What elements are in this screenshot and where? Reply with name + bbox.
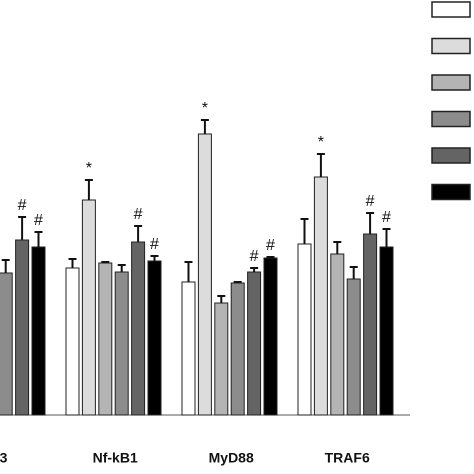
x-tick-label: MyD88 [209, 450, 254, 466]
significance-marker: * [318, 134, 324, 151]
significance-marker: * [86, 160, 92, 177]
significance-marker: # [150, 236, 159, 253]
x-tick-label: L3 [0, 450, 8, 466]
legend-swatch [431, 147, 471, 164]
x-tick-label: Nf-kB1 [93, 450, 138, 466]
bar [313, 176, 328, 416]
bar [346, 278, 361, 416]
significance-marker: # [366, 193, 375, 210]
significance-marker: # [18, 197, 27, 214]
bar [379, 246, 394, 416]
bar [147, 260, 162, 416]
bar [15, 239, 30, 416]
legend-swatch [431, 74, 471, 91]
bar [214, 302, 229, 416]
bar [98, 262, 113, 416]
significance-marker: # [266, 237, 275, 254]
bar [363, 233, 378, 416]
bar [247, 271, 262, 416]
legend-swatch [431, 37, 471, 55]
legend-swatch [431, 1, 471, 18]
bar [330, 253, 345, 416]
bar [0, 272, 13, 416]
significance-marker: # [250, 248, 259, 265]
bar [114, 271, 129, 416]
significance-marker: # [34, 212, 43, 229]
significance-marker: # [382, 209, 391, 226]
bar [181, 281, 196, 416]
significance-marker: # [134, 206, 143, 223]
x-tick-label: TRAF6 [325, 450, 370, 466]
bar [131, 241, 146, 416]
legend-swatch [431, 183, 471, 201]
legend-swatch [431, 110, 471, 128]
bar [297, 243, 312, 416]
bar [263, 257, 278, 416]
bar [81, 199, 96, 416]
bar [65, 267, 80, 416]
bar [197, 133, 212, 416]
bar [230, 282, 245, 416]
bar [31, 246, 46, 416]
significance-marker: * [202, 100, 208, 117]
